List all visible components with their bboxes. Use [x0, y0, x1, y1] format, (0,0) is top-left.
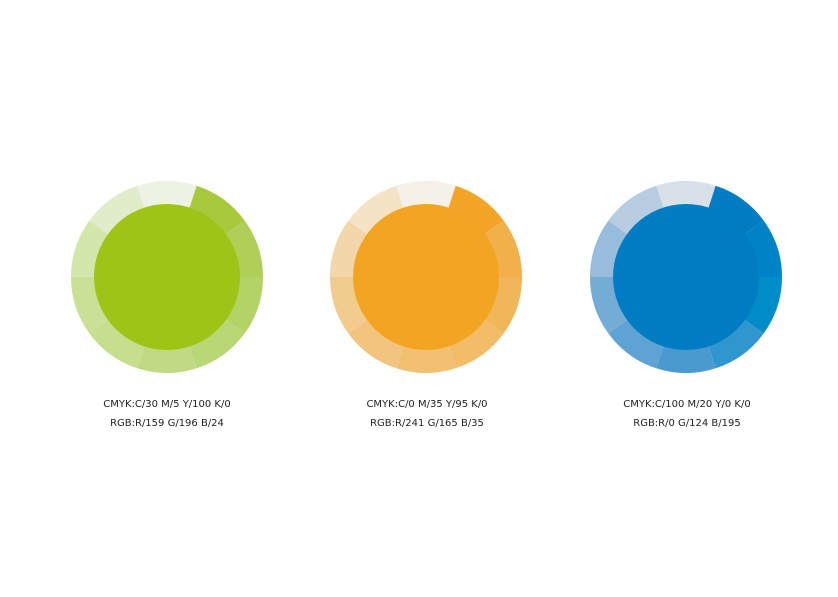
blue-wheel [590, 181, 782, 373]
blue-rgb: RGB:R/0 G/124 B/195 [633, 418, 741, 429]
blue-cmyk: CMYK:C/100 M/20 Y/0 K/0 [623, 399, 751, 410]
orange-swatch-label: CMYK:C/0 M/35 Y/95 K/0 RGB:R/241 G/165 B… [317, 395, 537, 433]
orange-wheel [330, 181, 522, 374]
green-main-circle [94, 204, 240, 350]
green-wheel [71, 181, 263, 373]
orange-rgb: RGB:R/241 G/165 B/35 [370, 418, 484, 429]
blue-main-circle [613, 204, 759, 350]
orange-cmyk: CMYK:C/0 M/35 Y/95 K/0 [366, 399, 488, 410]
green-rgb: RGB:R/159 G/196 B/24 [110, 418, 224, 429]
green-cmyk: CMYK:C/30 M/5 Y/100 K/0 [103, 399, 231, 410]
orange-main-circle [353, 204, 499, 350]
blue-swatch-label: CMYK:C/100 M/20 Y/0 K/0 RGB:R/0 G/124 B/… [577, 395, 797, 433]
green-swatch-label: CMYK:C/30 M/5 Y/100 K/0 RGB:R/159 G/196 … [57, 395, 277, 433]
